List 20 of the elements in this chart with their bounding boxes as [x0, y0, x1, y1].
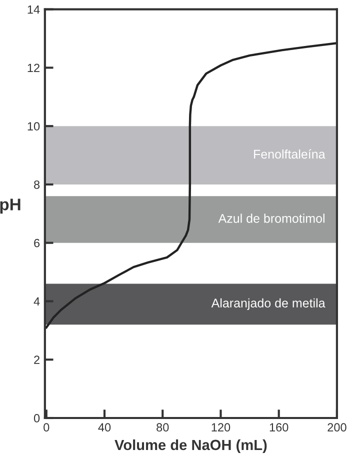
- x-tick-label: 160: [270, 423, 288, 432]
- x-tick-label: 80: [156, 423, 169, 432]
- y-tick-label: 10: [28, 122, 40, 130]
- y-tick-label: 8: [34, 180, 40, 189]
- x-tick-label: 0: [44, 423, 50, 432]
- x-tick-label: 200: [328, 423, 346, 432]
- y-tick-label: 6: [34, 238, 40, 248]
- band-label: Alaranjado de metila: [211, 298, 326, 310]
- y-tick-label: 0: [34, 414, 40, 422]
- band-label: Fenolftaleína: [254, 149, 326, 159]
- x-axis-title: Volume de NaOH (mL): [114, 439, 267, 454]
- y-axis-title: pH: [0, 198, 20, 214]
- x-tick-label: 120: [212, 423, 230, 432]
- y-tick-label: 4: [34, 297, 40, 306]
- y-tick-label: 2: [34, 356, 40, 364]
- y-tick-label: 14: [28, 5, 40, 14]
- line-series: [45, 42, 337, 329]
- y-tick-label: 12: [28, 64, 40, 72]
- x-tick-label: 40: [98, 423, 111, 432]
- band-label: Azul de bromotimol: [218, 214, 324, 223]
